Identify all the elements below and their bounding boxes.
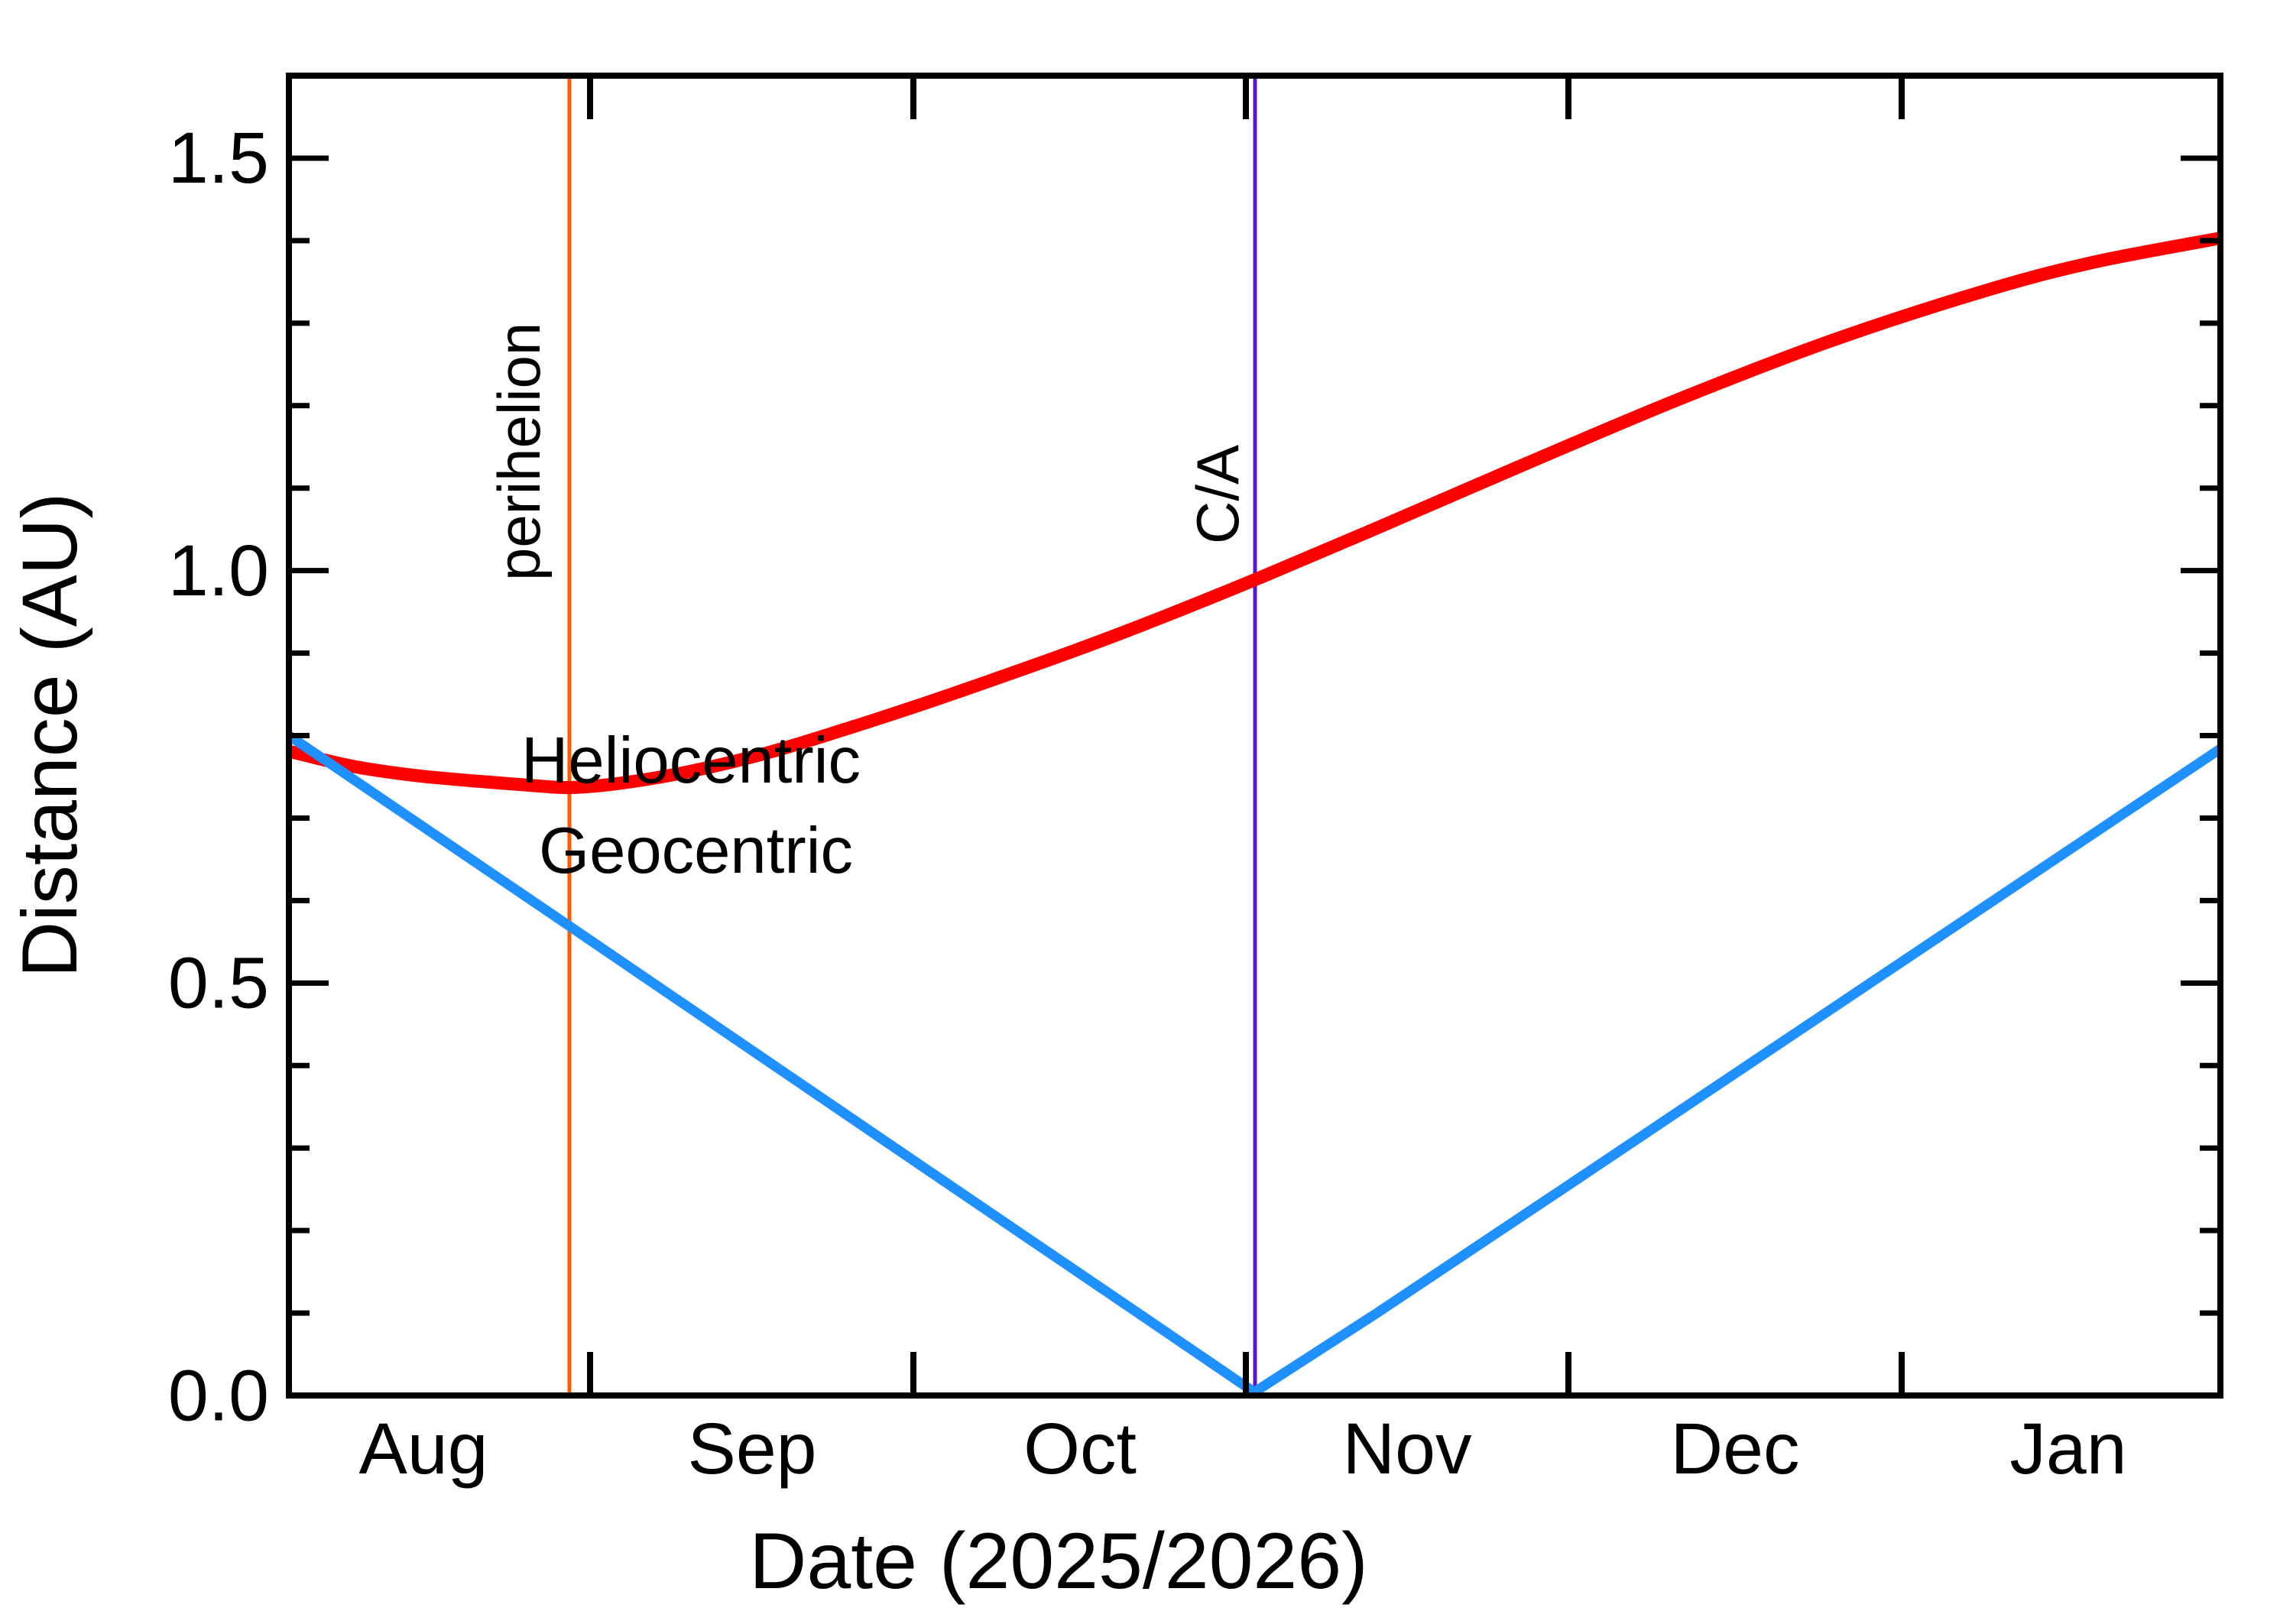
y-axis-ticks — [289, 155, 2220, 1399]
y-tick-label-1.0: 1.0 — [168, 530, 269, 611]
month-label-sep: Sep — [687, 1408, 816, 1489]
month-label-nov: Nov — [1343, 1408, 1472, 1489]
heliocentric-curve-label: Heliocentric — [521, 724, 861, 797]
month-label-jan: Jan — [2009, 1408, 2126, 1489]
y-axis-title: Distance (AU) — [6, 493, 93, 978]
perihelion-label: perihelion — [485, 323, 553, 581]
geocentric-curve-label: Geocentric — [539, 815, 853, 887]
month-label-dec: Dec — [1671, 1408, 1800, 1489]
event-lines — [567, 78, 1257, 1393]
curves — [289, 232, 2220, 1395]
y-axis-tick-labels: 0.0 0.5 1.0 1.5 — [168, 118, 269, 1436]
heliocentric-curve — [289, 232, 2220, 795]
x-axis-month-labels: Aug Sep Oct Nov Dec Jan — [358, 1408, 2126, 1489]
y-tick-label-0.0: 0.0 — [168, 1355, 269, 1436]
x-axis-title: Date (2025/2026) — [749, 1517, 1367, 1606]
month-label-aug: Aug — [358, 1408, 488, 1489]
y-tick-label-0.5: 0.5 — [168, 943, 269, 1024]
geocentric-curve — [289, 731, 2220, 1395]
closest-approach-label: C/A — [1184, 445, 1251, 544]
y-tick-label-1.5: 1.5 — [168, 118, 269, 199]
x-axis-ticks — [587, 76, 1905, 1395]
month-label-oct: Oct — [1023, 1408, 1137, 1489]
